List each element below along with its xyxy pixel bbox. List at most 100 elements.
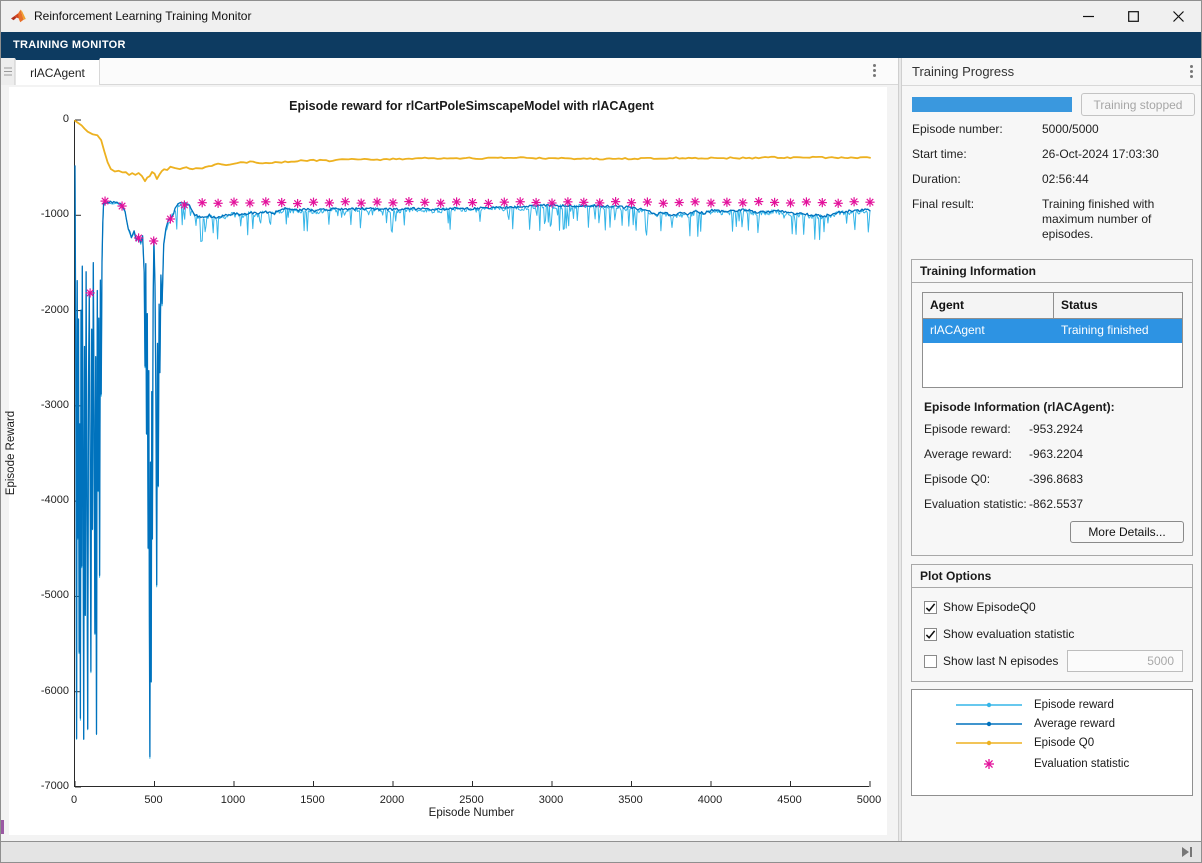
tab-menu-icon[interactable] bbox=[873, 64, 876, 77]
plot-option-label: Show evaluation statistic bbox=[943, 627, 1074, 641]
document-area: Episode reward for rlCartPoleSimscapeMod… bbox=[1, 85, 898, 841]
y-tick-label: 0 bbox=[23, 113, 69, 125]
episode-field-row: Evaluation statistic:-862.5537 bbox=[924, 497, 1184, 511]
field-value: 26-Oct-2024 17:03:30 bbox=[1042, 147, 1196, 162]
legend-entry: Episode Q0 bbox=[956, 736, 1022, 750]
checkbox-show-evaluation-statistic[interactable] bbox=[924, 628, 937, 641]
y-tick-label: -5000 bbox=[23, 589, 69, 601]
maximize-button[interactable] bbox=[1111, 1, 1156, 32]
plot-option-label: Show last N episodes bbox=[943, 654, 1058, 668]
panel-menu-icon[interactable] bbox=[1190, 65, 1193, 78]
legend-line-sample bbox=[956, 736, 1022, 750]
plot-option-label: Show EpisodeQ0 bbox=[943, 600, 1036, 614]
table-header-status[interactable]: Status bbox=[1054, 293, 1098, 318]
plot-option-row[interactable]: Show last N episodes bbox=[924, 653, 1058, 669]
tab-label: rlACAgent bbox=[30, 66, 85, 80]
episode-field-value: -862.5537 bbox=[1029, 497, 1083, 511]
table-cell-agent: rlACAgent bbox=[923, 319, 1054, 343]
plot-options-title: Plot Options bbox=[912, 565, 1192, 588]
y-tick-label: -7000 bbox=[23, 780, 69, 792]
x-tick-label: 2000 bbox=[370, 794, 414, 806]
episode-field-value: -953.2924 bbox=[1029, 422, 1083, 436]
checkbox-show-last-n-episodes[interactable] bbox=[924, 655, 937, 668]
x-tick-label: 4000 bbox=[688, 794, 732, 806]
status-bar bbox=[1, 841, 1201, 862]
field-label: Start time: bbox=[912, 147, 967, 161]
expand-panel-icon[interactable] bbox=[1181, 846, 1193, 858]
toolstrip: TRAINING MONITOR bbox=[1, 32, 1201, 58]
plot-option-row[interactable]: Show EpisodeQ0 bbox=[924, 599, 1036, 615]
window-title: Reinforcement Learning Training Monitor bbox=[34, 9, 251, 23]
legend-line-sample bbox=[956, 698, 1022, 712]
document-tab-bar: rlACAgent bbox=[1, 58, 898, 85]
plot-title: Episode reward for rlCartPoleSimscapeMod… bbox=[74, 99, 869, 113]
field-value: Training finished with maximum number of… bbox=[1042, 197, 1196, 242]
agent-status-table[interactable]: Agent Status rlACAgent Training finished bbox=[922, 292, 1183, 388]
more-details-button[interactable]: More Details... bbox=[1070, 521, 1184, 543]
x-tick-label: 3500 bbox=[609, 794, 653, 806]
y-axis-label: Episode Reward bbox=[5, 303, 17, 603]
episode-q0-line bbox=[75, 121, 870, 181]
episode-field-value: -396.8683 bbox=[1029, 472, 1083, 486]
table-cell-status: Training finished bbox=[1054, 319, 1149, 343]
training-stopped-button[interactable]: Training stopped bbox=[1081, 93, 1195, 116]
episode-reward-line bbox=[75, 168, 870, 759]
x-tick-label: 2500 bbox=[450, 794, 494, 806]
y-tick-label: -3000 bbox=[23, 399, 69, 411]
legend-label: Average reward bbox=[1034, 718, 1115, 730]
toolstrip-tab-training-monitor[interactable]: TRAINING MONITOR bbox=[13, 39, 126, 51]
table-header-row: Agent Status bbox=[923, 293, 1182, 319]
episode-field-value: -963.2204 bbox=[1029, 447, 1083, 461]
background-window-artifact-left bbox=[1, 820, 4, 834]
legend-label: Episode reward bbox=[1034, 699, 1114, 711]
close-button[interactable] bbox=[1156, 1, 1201, 32]
title-bar[interactable]: Reinforcement Learning Training Monitor bbox=[1, 1, 1201, 32]
panel-header: Training Progress bbox=[902, 58, 1202, 86]
episode-field-row: Average reward:-963.2204 bbox=[924, 447, 1184, 461]
tab-rlacagent[interactable]: rlACAgent bbox=[15, 58, 100, 85]
x-tick-label: 1000 bbox=[211, 794, 255, 806]
legend-entry: Episode reward bbox=[956, 698, 1022, 712]
average-reward-line bbox=[75, 166, 870, 757]
x-tick-label: 500 bbox=[132, 794, 176, 806]
plot-options-section: Plot Options Show EpisodeQ0 Show evaluati… bbox=[911, 564, 1193, 682]
x-tick-label: 5000 bbox=[847, 794, 891, 806]
x-axis-label: Episode Number bbox=[74, 807, 869, 819]
x-tick-label: 1500 bbox=[291, 794, 335, 806]
last-n-episodes-input[interactable] bbox=[1067, 650, 1183, 672]
legend-line-sample bbox=[956, 717, 1022, 731]
matlab-icon bbox=[10, 8, 27, 25]
field-label: Episode number: bbox=[912, 122, 1003, 136]
training-information-title: Training Information bbox=[912, 260, 1192, 283]
app-window: Reinforcement Learning Training Monitor … bbox=[0, 0, 1202, 863]
legend-label: Episode Q0 bbox=[1034, 737, 1094, 749]
legend-asterisk-sample bbox=[956, 757, 1022, 771]
chart-svg bbox=[75, 120, 870, 787]
tab-grip-icon[interactable] bbox=[1, 58, 15, 85]
evaluation-markers bbox=[86, 196, 875, 297]
y-tick-label: -4000 bbox=[23, 494, 69, 506]
y-tick-label: -1000 bbox=[23, 208, 69, 220]
minimize-button[interactable] bbox=[1066, 1, 1111, 32]
checkbox-show-episodeq0[interactable] bbox=[924, 601, 937, 614]
table-row-rlacagent[interactable]: rlACAgent Training finished bbox=[923, 319, 1182, 343]
plot-option-row[interactable]: Show evaluation statistic bbox=[924, 626, 1074, 642]
plot-area[interactable] bbox=[74, 120, 869, 787]
training-information-section: Training Information Agent Status rlACAg… bbox=[911, 259, 1193, 556]
legend-entry: Evaluation statistic bbox=[956, 757, 1022, 771]
y-tick-label: -2000 bbox=[23, 304, 69, 316]
x-tick-label: 3000 bbox=[529, 794, 573, 806]
training-progress-panel: Training Progress Training stopped Episo… bbox=[902, 58, 1202, 841]
table-header-agent[interactable]: Agent bbox=[923, 293, 1054, 318]
legend-label: Evaluation statistic bbox=[1034, 758, 1129, 770]
field-value: 02:56:44 bbox=[1042, 172, 1196, 187]
field-label: Duration: bbox=[912, 172, 961, 186]
y-tick-label: -6000 bbox=[23, 685, 69, 697]
training-progress-bar bbox=[912, 97, 1072, 112]
panel-title: Training Progress bbox=[912, 64, 1014, 79]
episode-field-row: Episode Q0:-396.8683 bbox=[924, 472, 1184, 486]
x-tick-label: 4500 bbox=[768, 794, 812, 806]
x-tick-label: 0 bbox=[52, 794, 96, 806]
episode-field-row: Episode reward:-953.2924 bbox=[924, 422, 1184, 436]
field-label: Final result: bbox=[912, 197, 974, 211]
